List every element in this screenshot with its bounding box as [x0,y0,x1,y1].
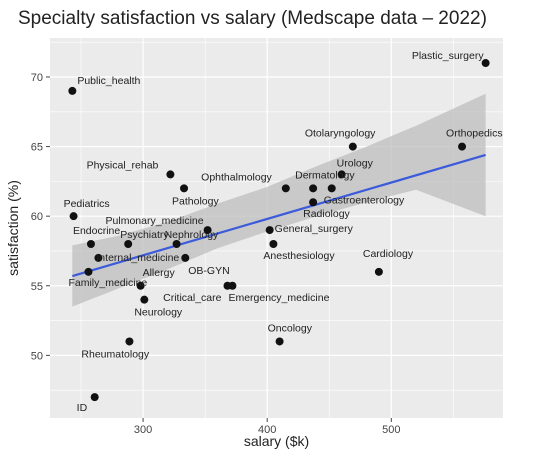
label-allergy: Allergy [143,267,176,279]
label-radiology: Radiology [303,208,350,220]
point-general-surgery [265,226,274,235]
point-neurology [140,295,149,304]
chart-title: Specialty satisfaction vs salary (Medsca… [18,8,487,29]
fit-line [72,153,486,278]
point-allergy [136,281,145,290]
point-rheumatology [125,337,134,346]
point-ophthalmology [281,184,290,193]
label-general-surgery: General_surgery [275,223,354,235]
label-psychiatry: Psychiatry [120,229,169,241]
point-physical-rehab [166,170,175,179]
y-tick-label-0: 50 [31,350,43,362]
point-labels: Plastic_surgery Public_health Orthopedics O… [64,50,503,414]
y-tick-label-2: 60 [31,211,43,223]
label-id: ID [77,402,88,414]
point-radiology [309,198,318,207]
point-public-health [68,86,77,95]
point-plastic-surgery [481,59,490,68]
y-tick-label-1: 55 [31,281,43,293]
label-plastic-surgery: Plastic_surgery [412,50,485,62]
label-ob-gyn: OB-GYN [188,265,229,277]
label-rheumatology: Rheumatology [81,348,149,360]
label-gastroenterology: Gastroenterology [324,194,405,206]
point-internal-medicine [94,253,103,262]
label-nephrology: Nephrology [165,229,219,241]
label-otolaryngology: Otolaryngology [305,128,376,140]
confidence-band [72,93,486,307]
point-emergency-medicine [228,281,237,290]
point-pulmonary-medicine [203,226,212,235]
label-cardiology: Cardiology [363,248,414,260]
point-orthopedics [458,142,467,151]
point-nephrology [172,240,181,249]
label-orthopedics: Orthopedics [446,128,503,140]
label-dermatology: Dermatology [295,169,355,181]
label-neurology: Neurology [134,307,183,319]
label-endocrine: Endocrine [73,225,120,237]
point-dermatology [309,184,318,193]
point-endocrine [86,240,95,249]
label-critical-care: Critical_care [163,292,222,304]
x-axis-ticks: 300 400 500 [134,418,400,436]
label-pathology: Pathology [172,195,219,207]
point-otolaryngology [348,142,357,151]
point-gastroenterology [327,184,336,193]
point-oncology [275,337,284,346]
label-pediatrics: Pediatrics [64,198,110,210]
label-public-health: Public_health [77,75,140,87]
y-axis-title: satisfaction (%) [5,180,21,276]
y-axis-ticks: 50 55 60 65 70 [31,72,50,362]
label-oncology: Oncology [268,322,313,334]
data-points [68,59,490,402]
point-cardiology [374,267,383,276]
point-ob-gyn [181,253,190,262]
label-anesthesiology: Anesthesiology [263,250,335,262]
x-tick-label-2: 500 [382,424,400,436]
y-tick-label-3: 65 [31,142,43,154]
point-anesthesiology [269,240,278,249]
x-axis-title: salary ($k) [244,433,309,449]
label-urology: Urology [337,157,374,169]
label-internal-medicine: Internal_medicine [96,252,179,264]
point-urology [337,170,346,179]
point-psychiatry [124,240,133,249]
point-pediatrics [69,212,78,221]
label-pulmonary-medicine: Pulmonary_medicine [106,215,204,227]
label-physical-rehab: Physical_rehab [87,159,159,171]
point-family-medicine [84,267,93,276]
x-tick-label-0: 300 [134,424,152,436]
x-tick-label-1: 400 [258,424,276,436]
y-tick-label-4: 70 [31,72,43,84]
label-family-medicine: Family_medicine [68,277,147,289]
point-id [90,393,99,402]
label-emergency-medicine: Emergency_medicine [228,292,329,304]
label-ophthalmology: Ophthalmology [201,171,272,183]
point-pathology [180,184,189,193]
